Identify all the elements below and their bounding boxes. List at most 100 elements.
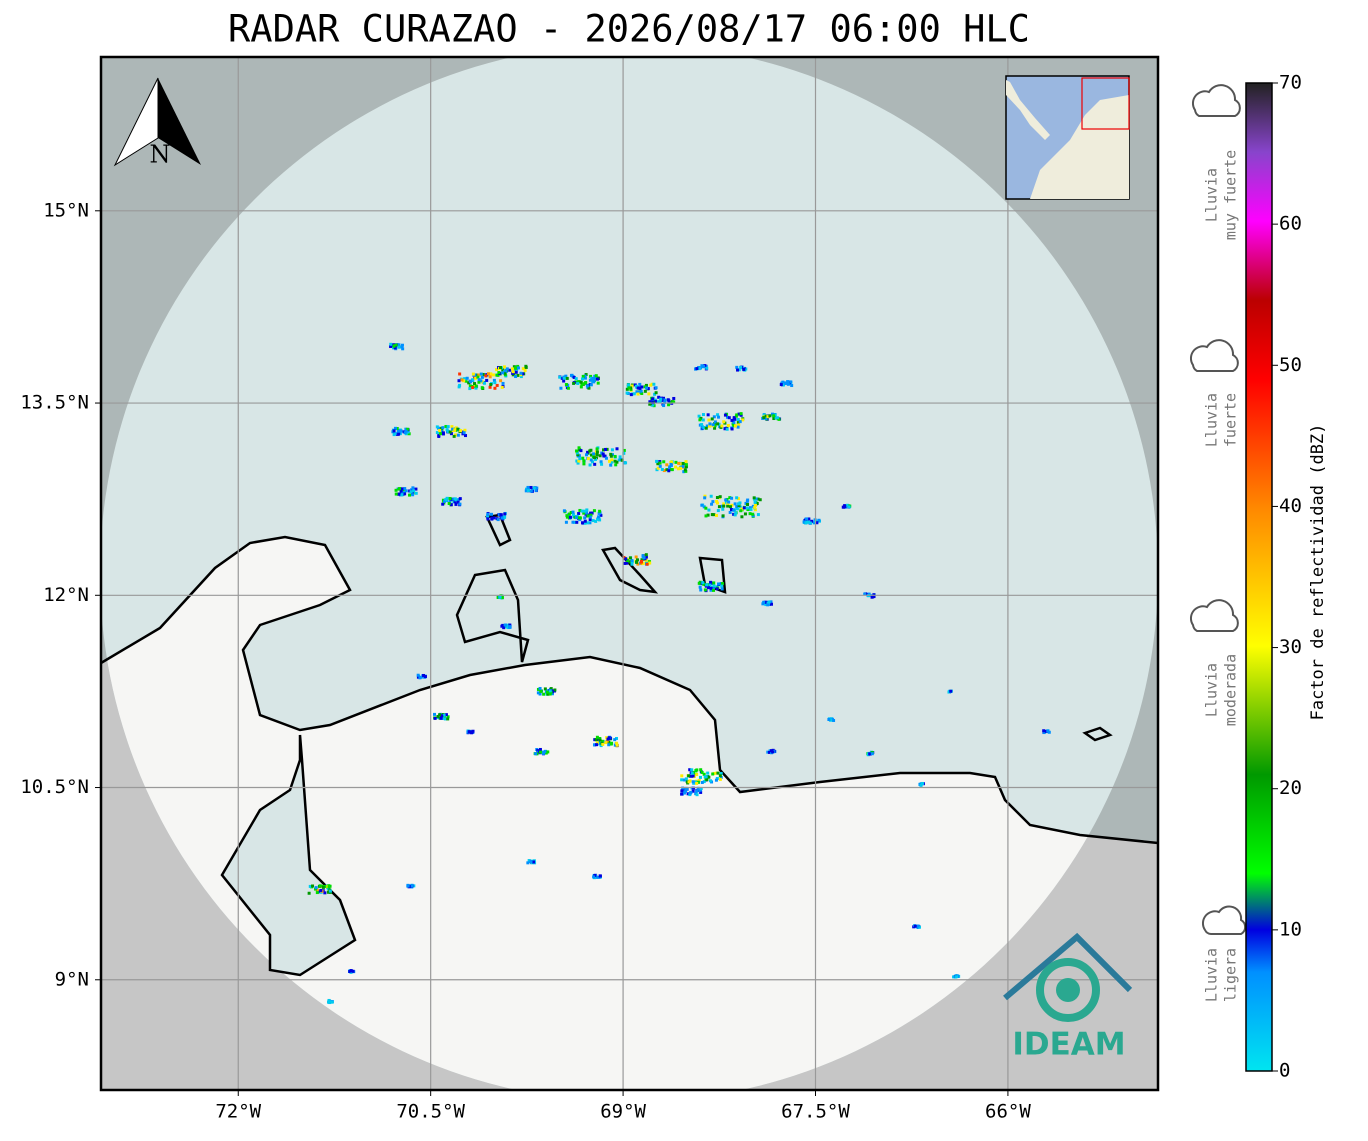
echo-pixel <box>751 512 755 516</box>
echo-pixel <box>576 381 580 385</box>
echo-pixel <box>473 382 477 386</box>
echo-pixel <box>919 783 923 787</box>
echo-pixel <box>449 432 453 436</box>
echo-pixel <box>736 368 740 372</box>
echo-pixel <box>599 744 603 748</box>
echo-pixel <box>732 512 736 516</box>
echo-pixel <box>676 467 680 471</box>
echo-pixel <box>442 715 446 719</box>
echo-pixel <box>453 428 457 432</box>
echo-pixel <box>397 432 401 436</box>
echo-pixel <box>656 462 660 466</box>
colorbar-tick-label: 20 <box>1279 777 1302 799</box>
echo-pixel <box>526 485 530 489</box>
echo-pixel <box>721 507 725 511</box>
echo-pixel <box>697 789 701 793</box>
echo-pixel <box>711 588 715 592</box>
echo-pixel <box>715 501 719 505</box>
echo-pixel <box>315 891 319 895</box>
echo-pixel <box>636 392 640 396</box>
echo-pixel <box>545 690 549 694</box>
echo-pixel <box>817 518 821 522</box>
echo-pixel <box>471 386 475 390</box>
echo-pixel <box>634 555 638 559</box>
echo-pixel <box>674 460 678 464</box>
echo-pixel <box>593 457 597 461</box>
echo-pixel <box>585 384 589 388</box>
echo-pixel <box>745 499 749 503</box>
echo-pixel <box>480 375 484 379</box>
echo-pixel <box>701 581 705 585</box>
echo-pixel <box>485 378 489 382</box>
echo-pixel <box>399 429 403 433</box>
echo-pixel <box>474 386 478 390</box>
echo-pixel <box>543 687 547 691</box>
echo-pixel <box>683 778 687 782</box>
echo-pixel <box>698 775 702 779</box>
echo-pixel <box>716 771 720 775</box>
echo-pixel <box>712 415 716 419</box>
echo-pixel <box>684 777 688 781</box>
echo-pixel <box>730 427 734 431</box>
echo-pixel <box>659 397 663 401</box>
echo-pixel <box>784 381 788 385</box>
echo-pixel <box>700 780 704 784</box>
echo-pixel <box>625 391 629 395</box>
echo-pixel <box>701 418 705 422</box>
echo-pixel <box>715 587 719 591</box>
echo-pixel <box>615 741 619 745</box>
echo-pixel <box>391 346 395 350</box>
echo-pixel <box>695 781 699 785</box>
echo-pixel <box>698 585 702 589</box>
echo-pixel <box>732 508 736 512</box>
radar-echoes <box>307 342 1051 1005</box>
echo-pixel <box>736 421 740 425</box>
echo-pixel <box>605 739 609 743</box>
echo-pixel <box>411 493 415 497</box>
echo-pixel <box>720 584 724 588</box>
echo-pixel <box>722 502 726 506</box>
echo-pixel <box>477 373 481 377</box>
echo-pixel <box>644 553 648 557</box>
echo-pixel <box>699 786 703 790</box>
echo-pixel <box>629 387 633 391</box>
echo-pixel <box>733 424 737 428</box>
echo-pixel <box>642 556 646 560</box>
echo-pixel <box>717 505 721 509</box>
echo-pixel <box>585 511 589 515</box>
echo-pixel <box>723 413 727 417</box>
echo-pixel <box>508 368 512 372</box>
echo-pixel <box>707 418 711 422</box>
echo-pixel <box>514 366 518 370</box>
lon-tick-label: 66°W <box>985 1101 1031 1123</box>
echo-pixel <box>736 418 740 422</box>
echo-pixel <box>761 602 765 606</box>
echo-pixel <box>658 464 662 468</box>
echo-pixel <box>615 447 619 451</box>
echo-pixel <box>658 461 662 465</box>
echo-pixel <box>564 520 568 524</box>
echo-pixel <box>630 559 634 563</box>
echo-pixel <box>438 432 442 436</box>
echo-pixel <box>481 372 485 376</box>
echo-pixel <box>581 456 585 460</box>
echo-pixel <box>658 400 662 404</box>
echo-pixel <box>589 511 593 515</box>
echo-pixel <box>450 497 454 501</box>
echo-pixel <box>648 400 652 404</box>
echo-pixel <box>443 717 447 721</box>
echo-pixel <box>582 382 586 386</box>
echo-pixel <box>703 775 707 779</box>
echo-pixel <box>524 489 528 493</box>
echo-pixel <box>526 489 530 493</box>
echo-pixel <box>753 503 757 507</box>
echo-pixel <box>395 427 399 431</box>
echo-pixel <box>468 379 472 383</box>
echo-pixel <box>584 373 588 377</box>
echo-pixel <box>441 426 445 430</box>
echo-pixel <box>588 517 592 521</box>
echo-pixel <box>569 511 573 515</box>
echo-pixel <box>578 518 582 522</box>
echo-pixel <box>775 416 779 420</box>
echo-pixel <box>704 506 708 510</box>
